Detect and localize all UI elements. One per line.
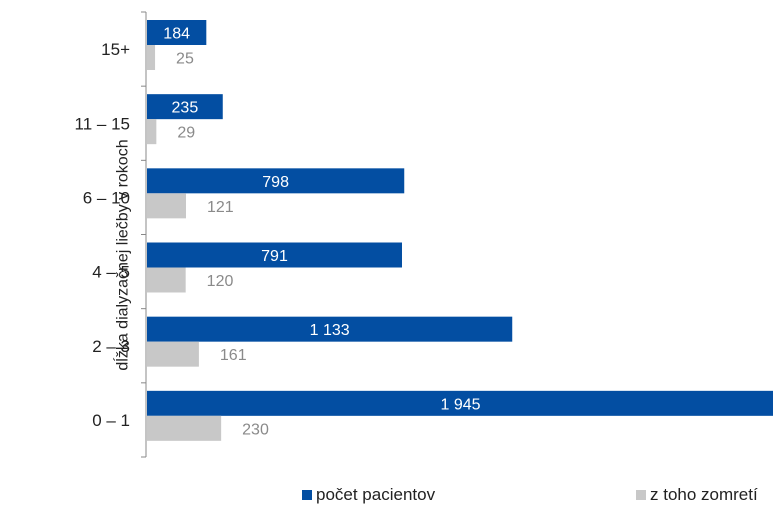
data-label-1: 161 — [220, 347, 247, 364]
bar-0 — [147, 20, 207, 45]
bar-1 — [147, 267, 186, 293]
data-label-1: 25 — [176, 51, 194, 68]
legend-swatch-series-0 — [302, 490, 312, 500]
data-label-0: 791 — [261, 248, 288, 265]
bar-1 — [147, 45, 156, 70]
bar-0 — [147, 390, 773, 416]
bar-1 — [147, 119, 157, 145]
data-label-1: 29 — [177, 125, 195, 142]
legend-label-series-0: počet pacientov — [316, 485, 436, 504]
data-label-0: 1 945 — [440, 396, 480, 413]
legend-swatch-series-1 — [636, 490, 646, 500]
bar-1 — [147, 415, 222, 441]
legend-item-series-1: z toho zomretí — [636, 485, 758, 505]
legend-item-series-0: počet pacientov — [302, 485, 435, 505]
bar-0 — [147, 316, 513, 342]
data-label-0: 235 — [172, 100, 199, 117]
data-label-0: 1 133 — [310, 322, 350, 339]
category-label: 11 – 15 — [75, 114, 130, 133]
data-label-1: 230 — [242, 421, 269, 438]
category-label: 6 – 10 — [83, 188, 130, 207]
y-axis-label: dĺžka dialyzačnej liečby v rokoch — [114, 139, 132, 371]
bar-1 — [147, 341, 199, 367]
legend-label-series-1: z toho zomretí — [650, 485, 758, 504]
bar-0 — [147, 242, 402, 268]
category-label: 2 – 3 — [92, 337, 130, 356]
category-label: 0 – 1 — [92, 411, 130, 430]
bar-0 — [147, 94, 223, 120]
data-label-0: 184 — [163, 26, 190, 43]
data-label-1: 120 — [207, 273, 234, 290]
category-label: 15+ — [101, 40, 130, 59]
bar-1 — [147, 193, 187, 219]
category-label: 4 – 5 — [92, 263, 130, 282]
data-label-1: 121 — [207, 199, 234, 216]
bar-0 — [147, 168, 405, 194]
data-label-0: 798 — [262, 174, 289, 191]
